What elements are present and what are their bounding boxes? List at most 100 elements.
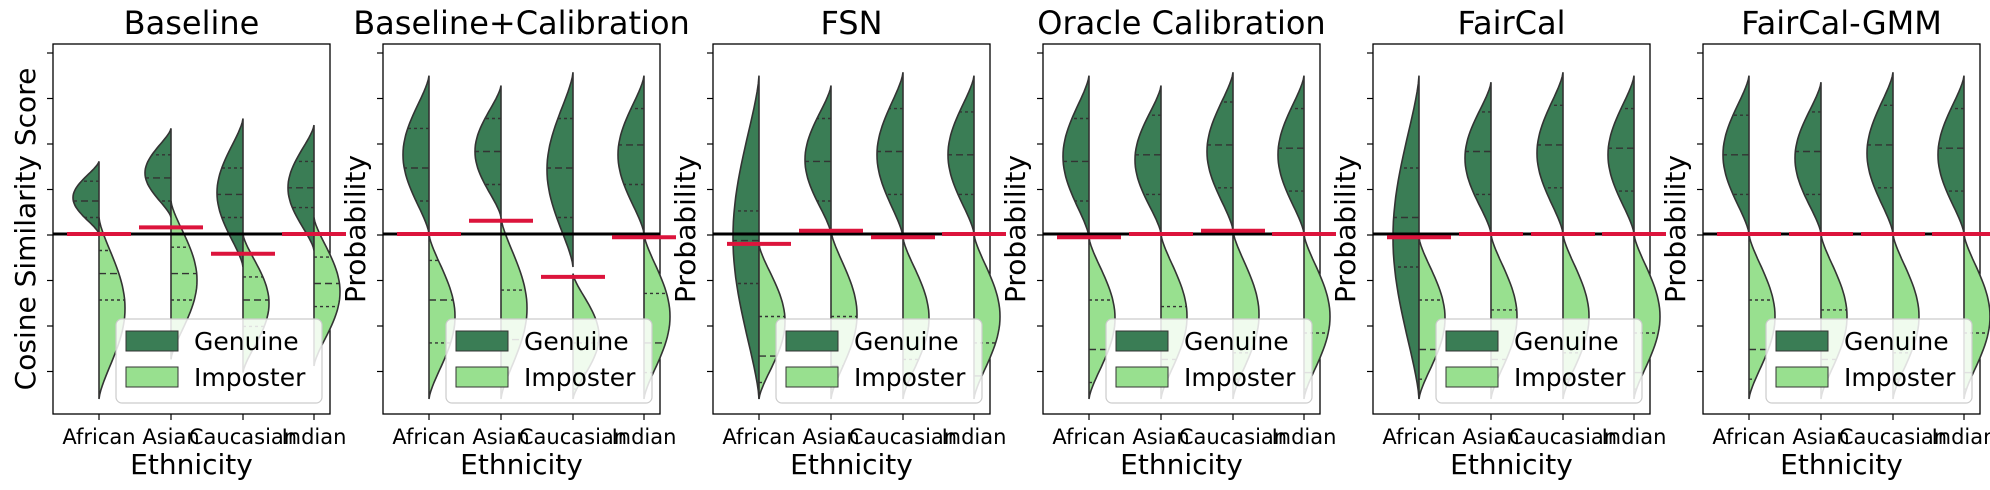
legend-swatch-genuine (1445, 330, 1499, 352)
y-axis-label: Cosine Similarity Score (9, 68, 42, 391)
panel-5: Genuine Imposter African AsianCaucasianIndi… (1329, 4, 1666, 481)
x-tick-label: Asian (802, 425, 859, 449)
genuine-half (804, 85, 832, 235)
genuine-half (144, 128, 172, 218)
legend-label-genuine: Genuine (1184, 327, 1289, 356)
genuine-half (1464, 82, 1492, 235)
x-tick-label: Caucasian (1179, 425, 1287, 449)
genuine-half (1277, 75, 1305, 235)
genuine-half (1536, 72, 1564, 235)
panel-6: Genuine Imposter African AsianCaucasianIndi… (1659, 4, 1990, 481)
x-tick-label: African (1382, 425, 1455, 449)
axes-frame (52, 43, 331, 415)
axes-frame (1702, 43, 1981, 415)
x-axis-label: Ethnicity (1450, 448, 1573, 481)
genuine-half (1607, 75, 1635, 235)
genuine-half (1937, 75, 1965, 235)
x-tick-label: Indian (282, 425, 347, 449)
genuine-half (1062, 75, 1090, 238)
genuine-half (402, 75, 430, 235)
axes-frame (382, 43, 661, 415)
genuine-half (72, 161, 100, 235)
genuine-half (876, 72, 904, 238)
violin-african (72, 161, 126, 400)
x-axis-label: Ethnicity (460, 448, 583, 481)
genuine-half (216, 118, 244, 268)
legend-label-imposter: Imposter (854, 363, 966, 392)
panel-title: FairCal (1458, 4, 1566, 42)
genuine-half (546, 72, 574, 268)
x-axis-label: Ethnicity (1780, 448, 1903, 481)
legend-label-imposter: Imposter (194, 363, 306, 392)
legend-label-genuine: Genuine (1514, 327, 1619, 356)
x-tick-label: African (62, 425, 135, 449)
x-axis-label: Ethnicity (130, 448, 253, 481)
x-tick-label: Indian (942, 425, 1007, 449)
panel-title: Baseline+Calibration (353, 4, 690, 42)
legend-label-genuine: Genuine (194, 327, 299, 356)
axes-frame (1042, 43, 1321, 415)
x-tick-label: Asian (1132, 425, 1189, 449)
genuine-half (1134, 85, 1162, 235)
y-axis-label: Probability (1659, 155, 1692, 303)
legend-swatch-genuine (1775, 330, 1829, 352)
legend: Genuine Imposter (445, 318, 653, 404)
x-tick-label: Caucasian (1839, 425, 1947, 449)
genuine-half (617, 75, 645, 235)
x-tick-label: Asian (1792, 425, 1849, 449)
panel-2: Genuine Imposter African AsianCaucasianIndi… (339, 4, 690, 481)
x-tick-label: Indian (612, 425, 677, 449)
x-axis-label: Ethnicity (790, 448, 913, 481)
panel-3: Genuine Imposter African AsianCaucasianIndi… (669, 4, 1006, 481)
x-tick-label: Caucasian (849, 425, 957, 449)
legend-swatch-imposter (1445, 366, 1499, 388)
x-tick-label: African (1712, 425, 1785, 449)
x-tick-label: Indian (1602, 425, 1667, 449)
violin-african (402, 75, 456, 400)
legend-label-imposter: Imposter (1184, 363, 1296, 392)
x-tick-label: African (722, 425, 795, 449)
y-axis-label: Probability (999, 155, 1032, 303)
x-tick-label: Indian (1932, 425, 1990, 449)
imposter-half (1748, 233, 1776, 400)
panel-1: Genuine Imposter African AsianCaucasianIndi… (9, 4, 346, 481)
legend-swatch-imposter (455, 366, 509, 388)
genuine-half (732, 75, 760, 400)
panel-title: FairCal-GMM (1741, 4, 1942, 42)
genuine-half (1866, 72, 1894, 235)
legend-label-imposter: Imposter (524, 363, 636, 392)
panel-4: Genuine Imposter African AsianCaucasianIndi… (999, 4, 1336, 481)
x-tick-label: Caucasian (519, 425, 627, 449)
axes-frame (1372, 43, 1651, 415)
x-tick-label: Caucasian (189, 425, 297, 449)
legend: Genuine Imposter (1105, 318, 1313, 404)
x-tick-label: Asian (142, 425, 199, 449)
y-axis-label: Probability (1329, 155, 1362, 303)
legend-label-genuine: Genuine (524, 327, 629, 356)
x-tick-label: African (392, 425, 465, 449)
legend: Genuine Imposter (1435, 318, 1643, 404)
legend-label-genuine: Genuine (854, 327, 959, 356)
violin-african (1722, 75, 1776, 400)
legend-swatch-genuine (125, 330, 179, 352)
panel-title: Baseline (124, 4, 260, 42)
legend-label-imposter: Imposter (1844, 363, 1956, 392)
x-tick-label: Caucasian (1509, 425, 1617, 449)
imposter-half (98, 217, 126, 400)
legend: Genuine Imposter (775, 318, 983, 404)
panel-title: Oracle Calibration (1037, 4, 1325, 42)
x-tick-label: African (1052, 425, 1125, 449)
imposter-half (1418, 237, 1446, 400)
x-axis-label: Ethnicity (1120, 448, 1243, 481)
legend-label-imposter: Imposter (1514, 363, 1626, 392)
legend-swatch-imposter (1775, 366, 1829, 388)
x-tick-label: Indian (1272, 425, 1337, 449)
genuine-half (1794, 82, 1822, 235)
legend: Genuine Imposter (1765, 318, 1973, 404)
panel-title: FSN (820, 4, 882, 42)
y-axis-label: Probability (339, 155, 372, 303)
x-tick-label: Asian (472, 425, 529, 449)
x-tick-label: Asian (1462, 425, 1519, 449)
legend-label-genuine: Genuine (1844, 327, 1949, 356)
